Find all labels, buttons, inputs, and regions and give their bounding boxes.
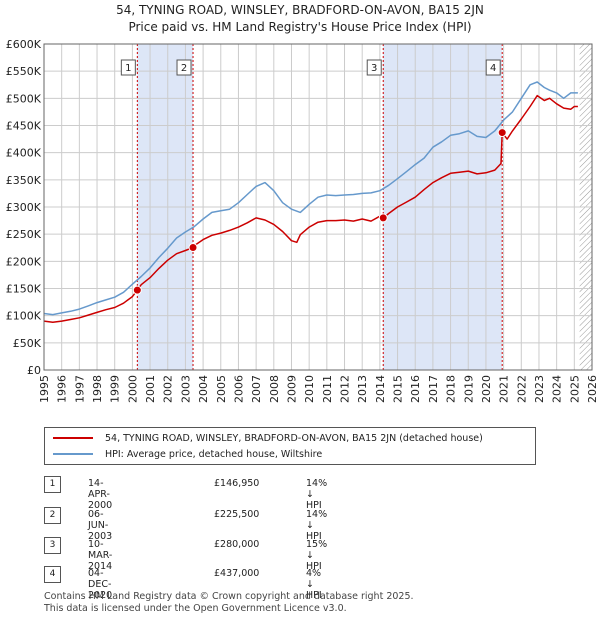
y-tick-label: £100K: [6, 310, 42, 323]
transaction-number: 2: [44, 507, 61, 524]
sale-point: [378, 213, 388, 223]
footer-copyright: Contains HM Land Registry data © Crown c…: [44, 591, 414, 602]
transaction-date: 10-MAR-2014: [88, 539, 113, 572]
y-tick-label: £600K: [6, 38, 42, 51]
x-tick-label: 2008: [268, 375, 281, 403]
chart-title: 54, TYNING ROAD, WINSLEY, BRADFORD-ON-AV…: [116, 3, 484, 17]
transaction-price: £146,950: [214, 478, 260, 489]
x-tick-label: 2005: [215, 375, 228, 403]
sale-point: [188, 242, 198, 252]
transaction-hpi: 15% ↓ HPI: [306, 539, 328, 572]
transaction-number: 4: [44, 566, 61, 583]
legend-line-hpi: [53, 453, 93, 455]
transaction-number: 3: [44, 537, 61, 554]
transaction-date: 14-APR-2000: [88, 478, 113, 511]
x-tick-label: 2012: [339, 375, 352, 403]
legend-label-property: 54, TYNING ROAD, WINSLEY, BRADFORD-ON-AV…: [105, 432, 483, 444]
y-tick-label: £500K: [6, 92, 42, 105]
x-tick-label: 2021: [498, 375, 511, 403]
x-tick-label: 2020: [480, 375, 493, 403]
x-tick-label: 1999: [109, 375, 122, 403]
x-tick-label: 2017: [427, 375, 440, 403]
sale-marker-label: 4: [490, 63, 496, 74]
footer-licence: This data is licensed under the Open Gov…: [44, 603, 347, 614]
transaction-number: 1: [44, 476, 61, 493]
y-tick-label: £250K: [6, 228, 42, 241]
x-tick-label: 1995: [38, 375, 51, 403]
sale-point: [497, 128, 507, 138]
x-tick-label: 2018: [445, 375, 458, 403]
legend-label-hpi: HPI: Average price, detached house, Wilt…: [105, 448, 323, 460]
x-tick-label: 1998: [91, 375, 104, 403]
x-tick-label: 2007: [250, 375, 263, 403]
transaction-price: £225,500: [214, 509, 260, 520]
x-tick-label: 2022: [515, 375, 528, 403]
y-tick-label: £150K: [6, 283, 42, 296]
x-tick-label: 2010: [303, 375, 316, 403]
series-line-hpi: [43, 81, 578, 316]
x-tick-label: 2016: [409, 375, 422, 403]
y-tick-label: £400K: [6, 147, 42, 160]
transaction-date: 04-DEC-2020: [88, 568, 113, 601]
transaction-hpi: 14% ↓ HPI: [306, 478, 328, 511]
x-tick-label: 2004: [197, 375, 210, 403]
y-tick-label: £50K: [13, 337, 42, 350]
sale-marker-label: 1: [125, 63, 131, 74]
x-tick-label: 2001: [144, 375, 157, 403]
transaction-price: £280,000: [214, 539, 260, 550]
transaction-price: £437,000: [214, 568, 260, 579]
x-tick-label: 2014: [374, 375, 387, 403]
x-tick-label: 1996: [56, 375, 69, 403]
x-tick-label: 2023: [533, 375, 546, 403]
x-tick-label: 2013: [356, 375, 369, 403]
x-tick-label: 1997: [73, 375, 86, 403]
chart-subtitle: Price paid vs. HM Land Registry's House …: [128, 20, 472, 34]
y-tick-label: £300K: [6, 201, 42, 214]
legend-line-property: [53, 437, 93, 439]
x-tick-label: 2024: [551, 375, 564, 403]
sale-point: [132, 285, 142, 295]
legend-item-property: 54, TYNING ROAD, WINSLEY, BRADFORD-ON-AV…: [53, 430, 483, 446]
x-tick-label: 2015: [392, 375, 405, 403]
sale-marker-box: [120, 59, 136, 76]
sale-marker-box: [366, 59, 382, 76]
x-tick-label: 2000: [126, 375, 139, 403]
sale-marker-label: 3: [371, 63, 377, 74]
x-tick-label: 2002: [162, 375, 175, 403]
y-tick-label: £350K: [6, 174, 42, 187]
x-tick-label: 2006: [232, 375, 245, 403]
transaction-date: 06-JUN-2003: [88, 509, 113, 542]
x-tick-label: 2026: [586, 375, 599, 403]
x-tick-label: 2019: [462, 375, 475, 403]
y-tick-label: £0: [27, 364, 41, 377]
sale-marker-box: [176, 59, 192, 76]
sale-marker-label: 2: [181, 63, 187, 74]
price-chart: 1 2 3 4 £0 £50K £100K £150K £200K £250K £300K £350…: [6, 38, 599, 403]
x-tick-label: 2011: [321, 375, 334, 403]
legend-item-hpi: HPI: Average price, detached house, Wilt…: [53, 446, 322, 462]
y-tick-label: £550K: [6, 65, 42, 78]
x-tick-label: 2003: [179, 375, 192, 403]
y-tick-label: £200K: [6, 255, 42, 268]
x-tick-label: 2025: [568, 375, 581, 403]
sale-marker-box: [485, 59, 501, 76]
y-tick-label: £450K: [6, 120, 42, 133]
legend: 54, TYNING ROAD, WINSLEY, BRADFORD-ON-AV…: [44, 427, 536, 465]
transaction-hpi: 4% ↓ HPI: [306, 568, 322, 601]
transaction-hpi: 14% ↓ HPI: [306, 509, 328, 542]
plot-frame: [43, 43, 593, 371]
x-tick-label: 2009: [285, 375, 298, 403]
